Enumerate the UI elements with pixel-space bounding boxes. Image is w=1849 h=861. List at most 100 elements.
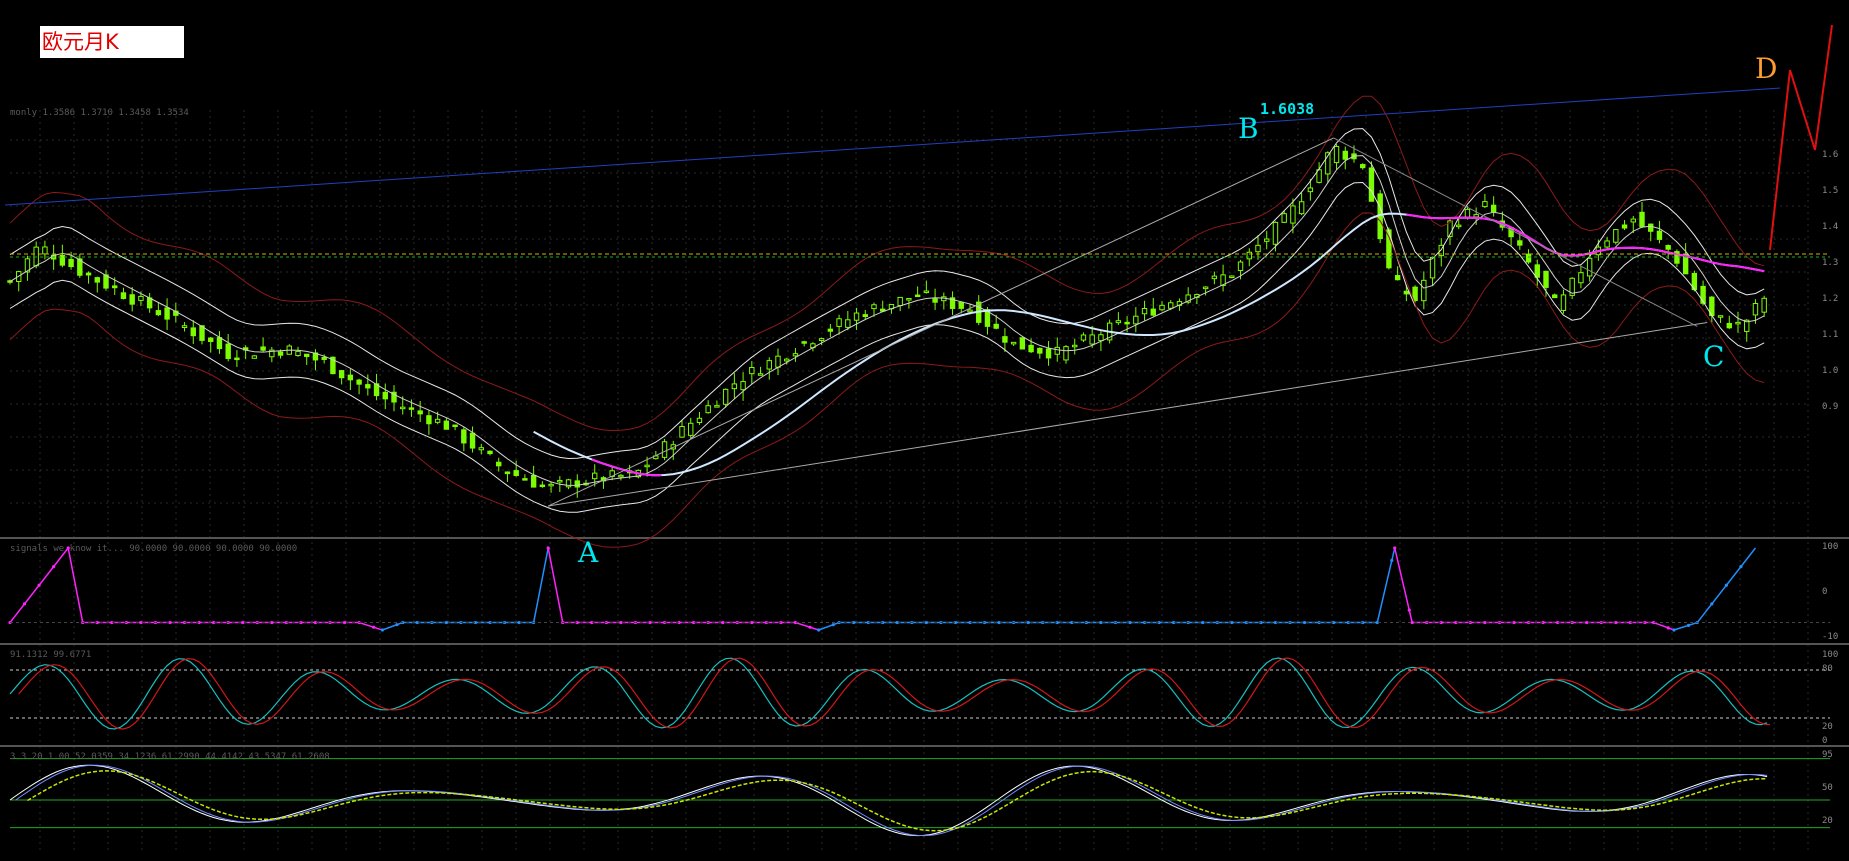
- candle-body: [277, 351, 284, 356]
- signal-dot: [270, 620, 274, 625]
- candle-body: [853, 312, 860, 321]
- panel-separators: [0, 537, 1849, 747]
- signal-dot: [212, 620, 216, 625]
- candle-body: [705, 405, 711, 414]
- signal-dot: [197, 620, 201, 625]
- candle-body: [42, 246, 48, 255]
- signal-dot: [139, 620, 143, 625]
- signal-dot: [852, 620, 856, 625]
- candle-body: [1421, 279, 1427, 302]
- chart-title: 欧元月K: [40, 26, 184, 58]
- candle-body: [1141, 307, 1148, 315]
- signal-dot: [1541, 620, 1545, 625]
- axis-tick-label: 100: [1822, 542, 1839, 552]
- candle-body: [146, 297, 153, 309]
- stochastic-indicator-text: 91.1312 99.6771: [10, 650, 92, 660]
- candle-body: [452, 424, 458, 428]
- axis-tick-label: 50: [1822, 783, 1833, 793]
- signal-dot: [37, 583, 41, 587]
- signal-dot: [241, 620, 245, 625]
- candle-body: [304, 353, 310, 357]
- candle-body: [1124, 321, 1130, 325]
- candle-body: [1115, 320, 1122, 324]
- candle-body: [1656, 230, 1663, 240]
- candle-body: [967, 309, 973, 313]
- candle-body: [356, 379, 362, 385]
- signal-dot: [1556, 620, 1560, 625]
- candle-body: [1630, 218, 1636, 223]
- candle-body: [1333, 145, 1340, 164]
- wave-label-b: B: [1238, 112, 1259, 145]
- axis-tick-label: 1.2: [1822, 294, 1839, 304]
- candle-body: [1133, 315, 1139, 325]
- candle-body: [24, 258, 31, 273]
- bollinger-band: [9, 212, 1765, 548]
- candle-body: [522, 478, 528, 481]
- axis-tick-label: -10: [1822, 632, 1839, 642]
- candle-body: [749, 366, 755, 375]
- wave-label-a: A: [578, 536, 599, 569]
- wave-label-d: D: [1755, 52, 1778, 85]
- candle-body: [1080, 334, 1087, 341]
- signal-line: [358, 621, 383, 631]
- candle-body: [59, 254, 66, 266]
- candle-body: [181, 325, 188, 328]
- stoch-k-line: [9, 657, 1768, 730]
- signal-dot: [575, 620, 579, 625]
- candle-body: [1464, 208, 1471, 219]
- candle-body: [1517, 240, 1523, 246]
- signal-dot: [831, 623, 835, 627]
- candle-body: [1412, 286, 1418, 301]
- signal-dot: [22, 602, 27, 606]
- candle-body: [1360, 164, 1366, 169]
- candle-body: [1552, 294, 1558, 299]
- signal-dot: [1390, 558, 1394, 563]
- signal-dot: [1410, 620, 1414, 625]
- signal-dot: [1710, 602, 1714, 606]
- oscillator-panel: [9, 758, 1830, 837]
- candle-body: [496, 461, 502, 467]
- candle-body: [1281, 213, 1287, 223]
- candle-body: [731, 383, 738, 390]
- signal-dot: [1439, 620, 1443, 625]
- candle-body: [1089, 334, 1095, 345]
- envelope-band: [9, 128, 1765, 460]
- signal-dot: [590, 620, 594, 625]
- candle-body: [103, 274, 109, 289]
- candle-body: [461, 429, 467, 444]
- candle-body: [199, 325, 205, 341]
- candle-body: [382, 391, 388, 400]
- candle-body: [923, 290, 930, 294]
- osc-yellow-line: [27, 770, 1768, 832]
- candle-body: [1403, 290, 1410, 295]
- signal-dot: [1666, 626, 1670, 630]
- candle-body: [164, 307, 170, 320]
- candle-body: [1368, 167, 1375, 202]
- candle-body: [618, 474, 624, 478]
- signal-dot: [1652, 620, 1656, 625]
- candle-body: [1150, 308, 1156, 316]
- candle-body: [801, 341, 807, 344]
- candle-body: [1447, 220, 1453, 238]
- signal-line: [1673, 621, 1698, 631]
- candle-body: [260, 346, 266, 351]
- wave-line-ac: [548, 321, 1708, 507]
- signal-line: [67, 547, 84, 623]
- candle-body: [1325, 152, 1331, 175]
- candle-body: [129, 294, 135, 305]
- candle-body: [443, 420, 450, 430]
- signal-line: [1653, 621, 1675, 631]
- candle-body: [112, 285, 118, 289]
- candle-body: [1534, 264, 1540, 278]
- candle-body: [1717, 315, 1724, 318]
- candle-body: [1613, 229, 1619, 243]
- candle-body: [68, 258, 74, 268]
- candle-body: [1700, 285, 1706, 304]
- signal-dot: [546, 546, 550, 550]
- candle-body: [1665, 245, 1671, 250]
- candle-body: [208, 337, 214, 342]
- axis-tick-label: 100: [1822, 650, 1839, 660]
- peak-value-label: 1.6038: [1260, 100, 1315, 118]
- candle-body: [1063, 346, 1069, 361]
- candle-body: [871, 304, 877, 310]
